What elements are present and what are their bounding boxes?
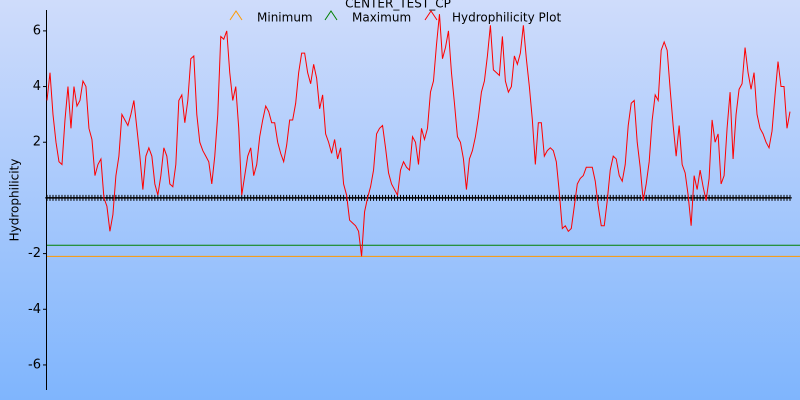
reference-markers [45, 194, 792, 201]
chart-title: CENTER_TEST_CP [345, 0, 451, 11]
y-tick-label: 4 [33, 79, 41, 94]
y-tick-label: -6 [28, 357, 41, 372]
legend-label: Hydrophilicity Plot [452, 11, 561, 25]
y-tick-label: 6 [33, 23, 41, 38]
legend-label: Minimum [257, 11, 313, 25]
y-tick-label: -2 [28, 246, 41, 261]
y-tick-label: -4 [28, 302, 41, 317]
legend-swatch [424, 10, 438, 21]
legend-label: Maximum [352, 11, 411, 25]
y-tick-label: 2 [33, 135, 41, 150]
legend-swatch [324, 10, 338, 21]
data-line [46, 14, 791, 257]
legend-swatch [229, 10, 243, 21]
y-axis-label: Hydrophilicity [8, 159, 22, 242]
